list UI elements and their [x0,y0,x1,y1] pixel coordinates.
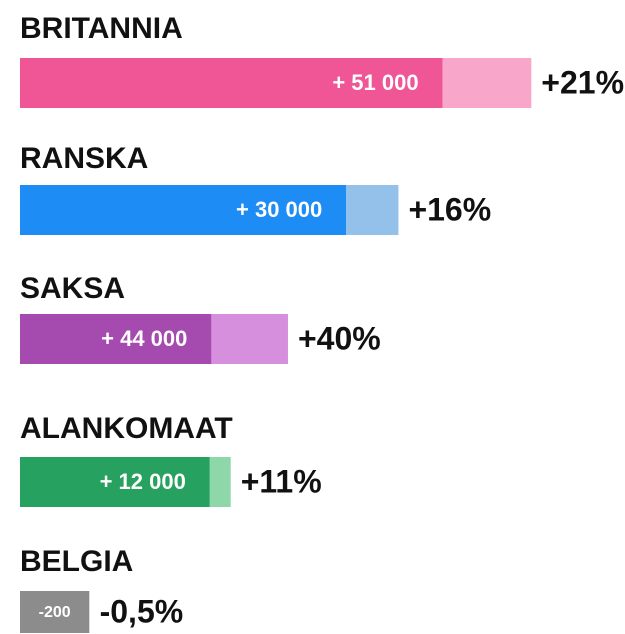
bar-base [20,457,210,507]
value-label: -200 [39,604,71,621]
percent-label: -0,5% [100,593,184,629]
bar-base [20,314,212,364]
category-label: BELGIA [20,545,133,578]
value-label: + 12 000 [100,469,186,494]
percent-label: +21% [541,64,624,100]
percent-label: +16% [408,191,491,227]
value-label: + 51 000 [332,70,418,95]
category-label: BRITANNIA [20,12,183,45]
bar-change [346,185,399,235]
percent-label: +11% [241,463,322,499]
category-label: RANSKA [20,142,148,175]
value-label: + 30 000 [236,197,322,222]
bar-base [20,591,90,633]
category-label: ALANKOMAAT [20,412,233,445]
bar-change [442,58,532,108]
bar-base [20,185,347,235]
bar-change [211,314,288,364]
bar-change [209,457,231,507]
category-label: SAKSA [20,272,125,305]
percent-label: +40% [298,320,381,356]
value-label: + 44 000 [101,326,187,351]
bar-base [20,58,443,108]
